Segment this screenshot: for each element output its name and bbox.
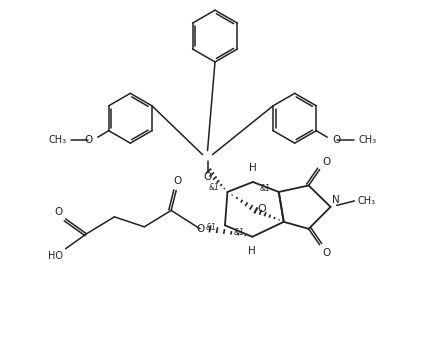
Text: O: O xyxy=(84,135,93,145)
Text: &1: &1 xyxy=(206,223,217,232)
Text: N: N xyxy=(332,195,340,205)
Text: O: O xyxy=(55,207,63,217)
Text: HO: HO xyxy=(48,251,63,261)
Text: O: O xyxy=(197,224,205,234)
Text: O: O xyxy=(204,172,212,182)
Text: CH₃: CH₃ xyxy=(49,135,67,145)
Text: O: O xyxy=(257,204,266,215)
Text: &1: &1 xyxy=(209,183,220,192)
Text: O: O xyxy=(322,156,330,167)
Text: CH₃: CH₃ xyxy=(358,135,376,145)
Text: H: H xyxy=(249,246,256,256)
Text: CH₃: CH₃ xyxy=(358,196,375,206)
Text: O: O xyxy=(332,135,340,145)
Text: O: O xyxy=(173,176,181,187)
Text: O: O xyxy=(322,248,330,258)
Text: &1: &1 xyxy=(260,184,271,193)
Text: &1: &1 xyxy=(234,228,245,237)
Text: H: H xyxy=(249,163,257,173)
